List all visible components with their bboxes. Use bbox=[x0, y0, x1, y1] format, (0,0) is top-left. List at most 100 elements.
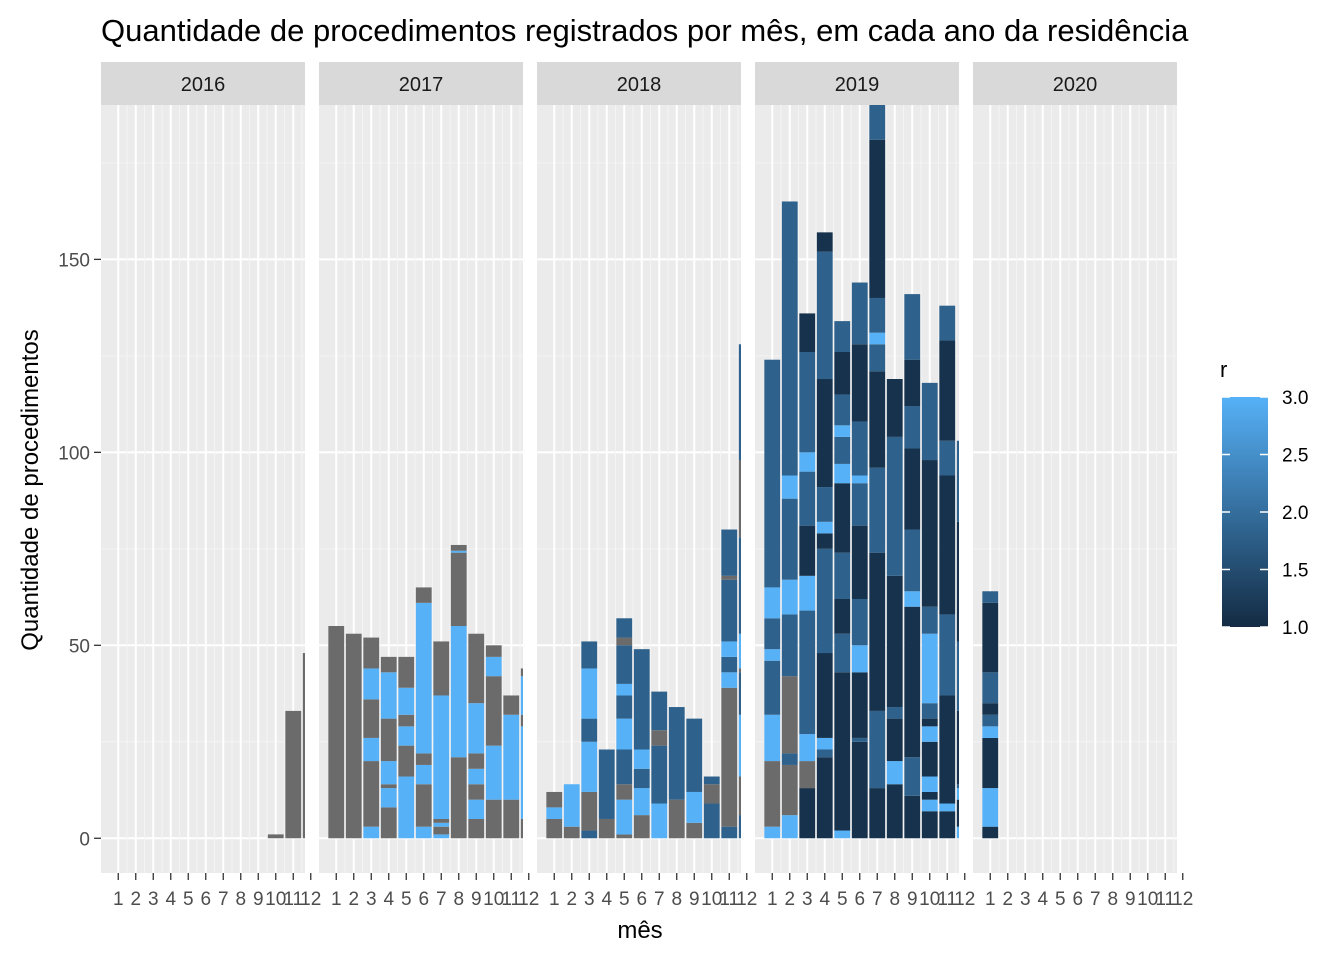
facet-strip bbox=[973, 62, 1177, 105]
x-tick-label: 1 bbox=[985, 889, 996, 910]
bar-segment bbox=[520, 676, 523, 715]
bar-segment bbox=[982, 703, 999, 715]
bar-segment bbox=[982, 591, 999, 603]
bar-segment bbox=[869, 710, 886, 789]
bar-segment bbox=[904, 795, 921, 839]
bar-segment bbox=[380, 784, 397, 789]
bar-segment bbox=[598, 749, 615, 819]
bar-segment bbox=[738, 344, 741, 461]
bar-segment bbox=[799, 761, 816, 789]
bar-segment bbox=[285, 710, 302, 839]
bar-segment bbox=[921, 382, 938, 461]
bar-segment bbox=[886, 379, 903, 437]
bar-segment bbox=[721, 579, 738, 642]
bar-segment bbox=[764, 359, 781, 588]
bar-segment bbox=[921, 606, 938, 634]
bar-segment bbox=[433, 695, 450, 819]
x-tick-label: 10 bbox=[265, 889, 286, 910]
bar-segment bbox=[363, 637, 380, 669]
bar-segment bbox=[363, 699, 380, 738]
x-tick-label: 3 bbox=[802, 889, 813, 910]
bar-segment bbox=[781, 753, 798, 765]
x-tick-label: 7 bbox=[654, 889, 665, 910]
bar-segment bbox=[764, 649, 781, 661]
bar-segment bbox=[956, 784, 959, 789]
bar-segment bbox=[834, 483, 851, 553]
bar-segment bbox=[834, 830, 851, 839]
x-tick-label: 2 bbox=[784, 889, 795, 910]
bar-segment bbox=[415, 764, 432, 785]
bar-segment bbox=[816, 737, 833, 750]
bar-segment bbox=[956, 641, 959, 711]
facet-strip bbox=[755, 62, 959, 105]
y-tick-label: 150 bbox=[58, 250, 90, 271]
bar-segment bbox=[781, 475, 798, 499]
bar-segment bbox=[834, 463, 851, 484]
bar-segment bbox=[869, 297, 886, 333]
x-tick-label: 12 bbox=[736, 889, 757, 910]
bar-segment bbox=[738, 633, 741, 669]
bar-segment bbox=[581, 741, 598, 792]
bar-segment bbox=[764, 618, 781, 650]
legend-label: 1.0 bbox=[1282, 618, 1308, 639]
bar-segment bbox=[581, 830, 598, 839]
x-tick-label: 10 bbox=[701, 889, 722, 910]
bar-segment bbox=[781, 764, 798, 816]
bar-segment bbox=[433, 826, 450, 835]
facet-strip-label: 2016 bbox=[181, 74, 226, 96]
bar-segment bbox=[398, 714, 415, 727]
bar-segment bbox=[886, 436, 903, 576]
x-tick-label: 9 bbox=[471, 889, 482, 910]
bar-segment bbox=[703, 776, 720, 785]
bar-segment bbox=[546, 791, 563, 808]
bar-segment bbox=[415, 826, 432, 839]
bar-segment bbox=[834, 598, 851, 634]
bar-segment bbox=[982, 714, 999, 727]
bar-segment bbox=[851, 475, 868, 484]
chart-title: Quantidade de procedimentos registrados … bbox=[101, 13, 1189, 48]
facet-strip-label: 2018 bbox=[617, 74, 662, 96]
bar-segment bbox=[686, 791, 703, 823]
bar-segment bbox=[345, 633, 362, 839]
bar-segment bbox=[450, 757, 467, 839]
x-tick-label: 10 bbox=[919, 889, 940, 910]
bar-segment bbox=[721, 641, 738, 657]
bar-segment bbox=[956, 440, 959, 522]
bar-segment bbox=[616, 683, 633, 696]
bar-segment bbox=[616, 637, 633, 646]
bar-segment bbox=[738, 668, 741, 673]
bar-segment bbox=[433, 818, 450, 823]
bar-segment bbox=[616, 618, 633, 638]
bar-segment bbox=[563, 826, 580, 839]
bar-segment bbox=[616, 799, 633, 835]
bar-segment bbox=[904, 529, 921, 592]
bar-segment bbox=[433, 641, 450, 696]
facet-strip-label: 2017 bbox=[399, 74, 444, 96]
bar-segment bbox=[921, 703, 938, 719]
bar-segment bbox=[939, 340, 956, 441]
y-tick-label: 100 bbox=[58, 443, 90, 464]
bar-segment bbox=[616, 645, 633, 684]
x-tick-label: 5 bbox=[837, 889, 848, 910]
bar-segment bbox=[781, 676, 798, 754]
bar-segment bbox=[939, 803, 956, 812]
bar-segment bbox=[816, 749, 833, 758]
bar-segment bbox=[816, 487, 833, 522]
bar-segment bbox=[921, 799, 938, 812]
bar-segment bbox=[363, 826, 380, 839]
bar-segment bbox=[799, 351, 816, 453]
bar-segment bbox=[886, 784, 903, 839]
x-tick-label: 12 bbox=[1172, 889, 1193, 910]
bar-segment bbox=[851, 282, 868, 345]
bar-segment bbox=[921, 460, 938, 607]
bar-segment bbox=[851, 672, 868, 738]
x-tick-label: 12 bbox=[300, 889, 321, 910]
bar-segment bbox=[328, 626, 345, 839]
bar-segment bbox=[921, 726, 938, 742]
x-tick-label: 6 bbox=[200, 889, 211, 910]
x-tick-label: 6 bbox=[636, 889, 647, 910]
bar-segment bbox=[869, 552, 886, 711]
panel-background bbox=[101, 105, 305, 873]
x-axis-title: mês bbox=[617, 917, 662, 944]
x-tick-label: 4 bbox=[1037, 889, 1048, 910]
